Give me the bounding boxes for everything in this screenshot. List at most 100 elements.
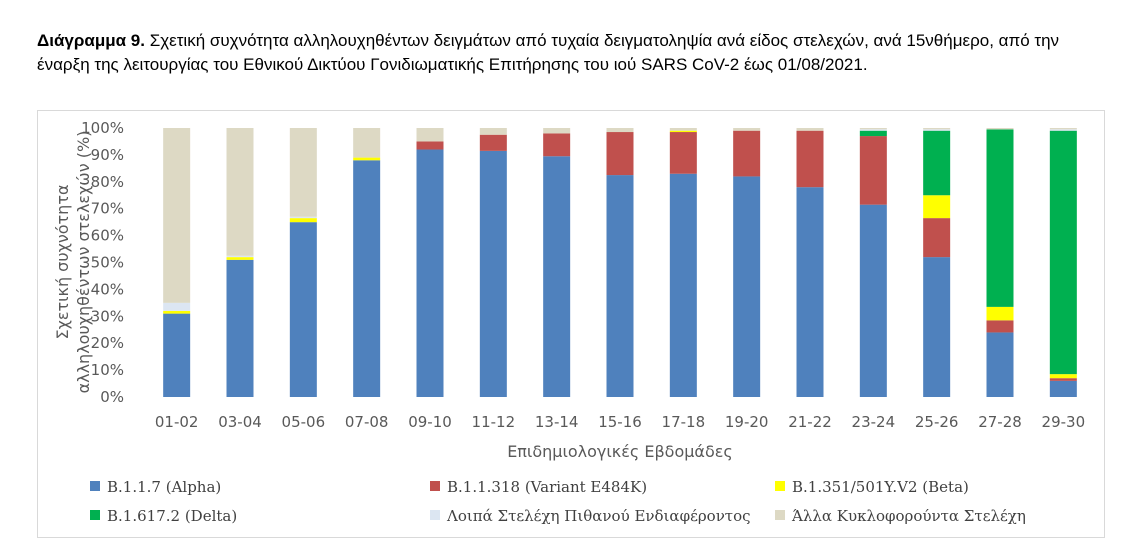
x-tick-label: 09-10 bbox=[408, 413, 452, 431]
bar-segment bbox=[289, 218, 317, 223]
bar-segment bbox=[1049, 130, 1077, 375]
bar-segment bbox=[353, 157, 381, 161]
legend-swatch bbox=[430, 481, 440, 491]
x-tick-label: 11-12 bbox=[472, 413, 516, 431]
bar-segment bbox=[289, 128, 317, 217]
bar-segment bbox=[923, 129, 951, 131]
y-axis-title-line: Σχετική συχνότητα bbox=[53, 184, 72, 339]
bar-segment bbox=[733, 176, 761, 397]
bar-segment bbox=[733, 130, 761, 177]
bar-segment bbox=[226, 255, 254, 258]
bar-segment bbox=[226, 257, 254, 260]
bar-segment bbox=[226, 259, 254, 397]
bar-segment bbox=[986, 128, 1014, 130]
y-tick-label: 20% bbox=[91, 334, 124, 352]
bar-segment bbox=[479, 128, 507, 135]
y-tick-label: 10% bbox=[91, 361, 124, 379]
bar-segment bbox=[986, 320, 1014, 333]
bar-segment bbox=[416, 141, 444, 150]
bar-segment bbox=[543, 128, 571, 134]
bar-segment bbox=[1049, 378, 1077, 381]
x-tick-label: 27-28 bbox=[978, 413, 1022, 431]
bar-segment bbox=[923, 130, 951, 196]
bar-segment bbox=[543, 133, 571, 157]
legend-swatch bbox=[775, 481, 785, 491]
legend-label: B.1.617.2 (Delta) bbox=[107, 507, 237, 525]
y-tick-label: 70% bbox=[91, 200, 124, 218]
legend-swatch bbox=[775, 510, 785, 520]
bar-segment bbox=[796, 130, 824, 188]
x-tick-label: 01-02 bbox=[155, 413, 199, 431]
y-tick-label: 60% bbox=[91, 227, 124, 245]
bar-segment bbox=[606, 128, 634, 133]
x-axis-title: Επιδημιολογικές Εβδομάδες bbox=[507, 442, 733, 461]
x-tick-label: 13-14 bbox=[535, 413, 579, 431]
bar-segment bbox=[1049, 128, 1077, 130]
legend-label: B.1.351/501Y.V2 (Beta) bbox=[792, 478, 969, 496]
legend-label: B.1.1.7 (Alpha) bbox=[107, 478, 221, 496]
bar-segment bbox=[986, 332, 1014, 397]
x-tick-label: 07-08 bbox=[345, 413, 389, 431]
bar-segment bbox=[163, 310, 191, 314]
bar-segment bbox=[986, 129, 1014, 307]
x-tick-label: 29-30 bbox=[1042, 413, 1086, 431]
x-tick-label: 19-20 bbox=[725, 413, 769, 431]
y-tick-label: 90% bbox=[91, 146, 124, 164]
bar-segment bbox=[923, 195, 951, 219]
bar-segment bbox=[353, 128, 381, 158]
bar-segment bbox=[923, 128, 951, 130]
legend: B.1.1.7 (Alpha) B.1.1.318 (Variant E484K)… bbox=[90, 478, 1026, 525]
bar-segment bbox=[289, 222, 317, 397]
bar-segment bbox=[163, 128, 191, 303]
legend-label: B.1.1.318 (Variant E484K) bbox=[447, 478, 647, 496]
bar-segment bbox=[859, 136, 887, 205]
y-tick-label: 50% bbox=[91, 254, 124, 272]
x-tick-label: 23-24 bbox=[852, 413, 896, 431]
bar-segment bbox=[606, 175, 634, 397]
chart-caption: Διάγραμμα 9. Σχετική συχνότητα αλληλουχη… bbox=[37, 29, 1097, 77]
bar-segment bbox=[669, 132, 697, 174]
x-tick-label: 15-16 bbox=[598, 413, 642, 431]
caption-text: Σχετική συχνότητα αλληλουχηθέντων δειγμά… bbox=[37, 31, 1060, 74]
y-tick-label: 30% bbox=[91, 307, 124, 325]
legend-swatch bbox=[90, 510, 100, 520]
y-axis-title: Σχετική συχνότητα αλληλουχηθέντων στελεχώ… bbox=[53, 131, 93, 394]
y-tick-label: 80% bbox=[91, 173, 124, 191]
bar-segment bbox=[163, 302, 191, 311]
legend-label: Άλλα Κυκλοφορούντα Στελέχη bbox=[791, 507, 1026, 525]
bar-segment bbox=[859, 128, 887, 130]
legend-swatch bbox=[90, 481, 100, 491]
bar-segment bbox=[669, 173, 697, 397]
bar-segment bbox=[416, 149, 444, 397]
x-tick-label: 21-22 bbox=[788, 413, 832, 431]
legend-label: Λοιπά Στελέχη Πιθανού Ενδιαφέροντος bbox=[446, 507, 751, 525]
bar-segment bbox=[479, 150, 507, 397]
chart-frame bbox=[37, 110, 1105, 538]
y-axis-ticks: 0% 10% 20% 30% 40% 50% 60% 70% 80% 90% 100% bbox=[81, 119, 124, 406]
x-tick-label: 17-18 bbox=[662, 413, 706, 431]
x-tick-label: 03-04 bbox=[218, 413, 262, 431]
bar-segment bbox=[669, 128, 697, 131]
bar-segment bbox=[923, 218, 951, 258]
bar-segment bbox=[416, 128, 444, 142]
x-axis-ticks: 01-02 03-04 05-06 07-08 09-10 11-12 13-14 15-16… bbox=[155, 413, 1085, 431]
bar-segment bbox=[1049, 380, 1077, 397]
bar-segment bbox=[163, 313, 191, 397]
bar-segment bbox=[923, 257, 951, 397]
bar-segment bbox=[733, 128, 761, 131]
bar-segment bbox=[289, 216, 317, 219]
bar-segment bbox=[1049, 374, 1077, 379]
bar-segment bbox=[986, 306, 1014, 321]
y-tick-label: 100% bbox=[81, 119, 124, 137]
y-tick-label: 40% bbox=[91, 280, 124, 298]
bar-segment bbox=[796, 128, 824, 131]
bar-segment bbox=[606, 132, 634, 176]
bar-segment bbox=[1049, 129, 1077, 131]
bars-area bbox=[163, 128, 1077, 397]
bar-segment bbox=[543, 156, 571, 397]
bar-segment bbox=[479, 134, 507, 151]
x-tick-label: 25-26 bbox=[915, 413, 959, 431]
bar-segment bbox=[859, 129, 887, 131]
bar-segment bbox=[796, 187, 824, 397]
